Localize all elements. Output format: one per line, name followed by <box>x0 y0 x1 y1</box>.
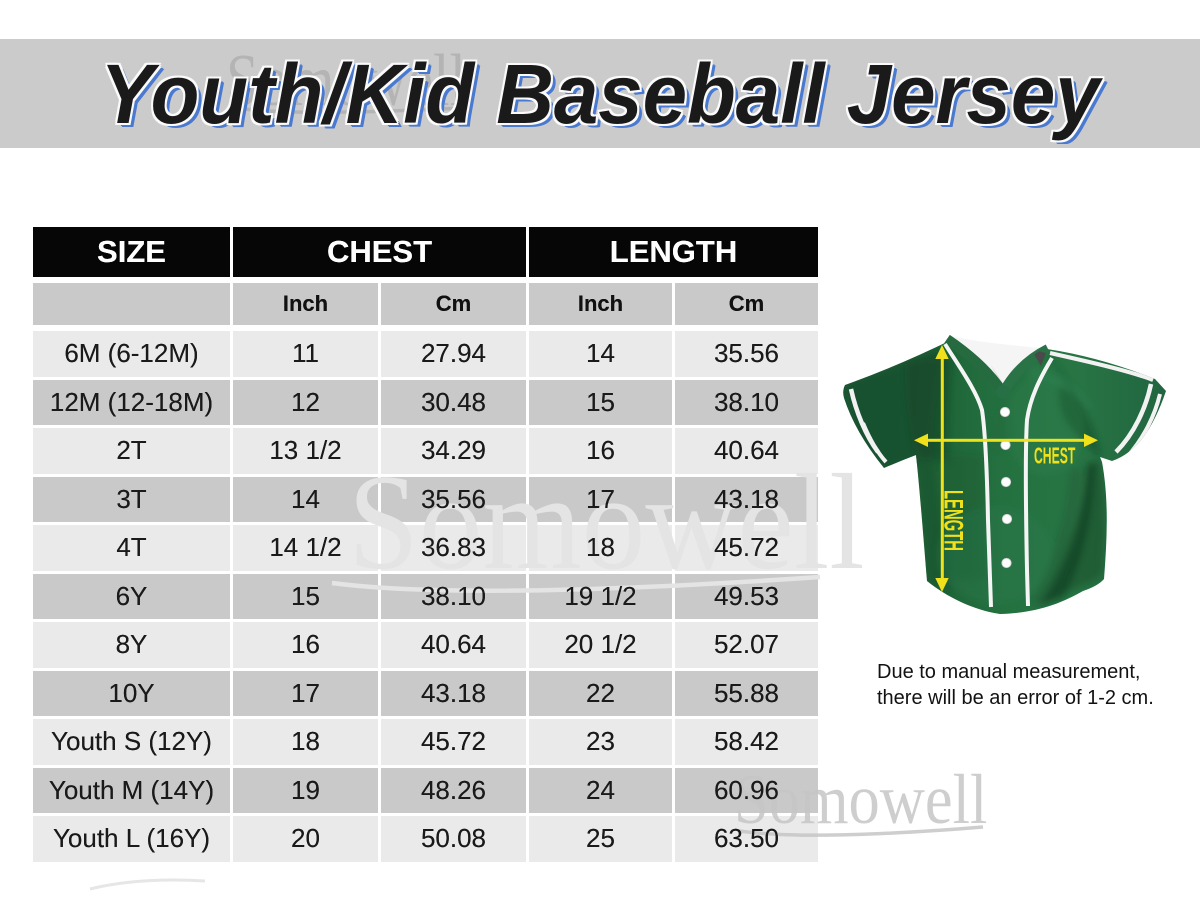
svg-text:Somowell: Somowell <box>348 446 865 598</box>
svg-text:CHEST: CHEST <box>1034 442 1076 468</box>
svg-text:LENGTH: LENGTH <box>938 490 969 551</box>
svg-text:Somowell: Somowell <box>734 760 987 839</box>
